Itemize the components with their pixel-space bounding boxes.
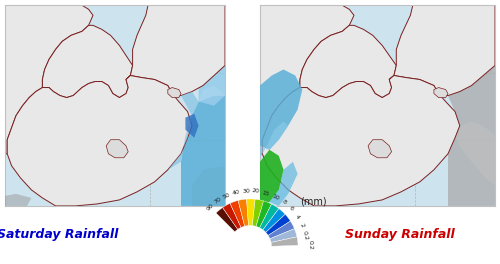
- Polygon shape: [260, 122, 288, 162]
- Text: 70: 70: [214, 197, 222, 205]
- Wedge shape: [252, 199, 264, 227]
- Wedge shape: [266, 214, 290, 235]
- Wedge shape: [260, 204, 279, 230]
- Wedge shape: [271, 237, 298, 246]
- Polygon shape: [42, 25, 132, 98]
- Wedge shape: [222, 203, 241, 229]
- Wedge shape: [263, 209, 285, 232]
- Wedge shape: [268, 221, 294, 239]
- Text: 4: 4: [294, 214, 300, 220]
- Polygon shape: [413, 5, 472, 35]
- Polygon shape: [106, 140, 128, 158]
- Wedge shape: [230, 200, 244, 228]
- Polygon shape: [270, 162, 297, 206]
- Polygon shape: [260, 69, 302, 150]
- Text: 2: 2: [298, 223, 305, 228]
- Polygon shape: [300, 25, 396, 98]
- Polygon shape: [168, 88, 181, 98]
- Text: Sunday Rainfall: Sunday Rainfall: [345, 228, 455, 242]
- Text: (mm): (mm): [300, 197, 326, 207]
- Polygon shape: [5, 5, 93, 154]
- Wedge shape: [270, 229, 297, 242]
- Polygon shape: [181, 96, 225, 206]
- Polygon shape: [260, 150, 283, 206]
- Wedge shape: [246, 199, 255, 226]
- Polygon shape: [260, 5, 354, 154]
- Wedge shape: [238, 199, 248, 226]
- Polygon shape: [192, 166, 225, 206]
- Polygon shape: [198, 86, 225, 106]
- Text: 6: 6: [288, 206, 294, 212]
- Polygon shape: [198, 55, 225, 102]
- Wedge shape: [256, 201, 272, 228]
- Text: 10: 10: [270, 193, 280, 201]
- Polygon shape: [168, 92, 198, 170]
- Text: 15: 15: [262, 190, 270, 197]
- Polygon shape: [5, 194, 32, 206]
- Polygon shape: [262, 76, 460, 206]
- Polygon shape: [413, 5, 495, 92]
- Polygon shape: [455, 122, 495, 186]
- Text: 30: 30: [242, 188, 250, 194]
- Polygon shape: [7, 76, 192, 206]
- Text: 40: 40: [232, 189, 240, 196]
- Polygon shape: [368, 140, 392, 158]
- Polygon shape: [448, 65, 495, 206]
- Text: 20: 20: [252, 188, 260, 194]
- Polygon shape: [186, 114, 198, 138]
- Wedge shape: [216, 208, 238, 232]
- Polygon shape: [434, 88, 448, 98]
- Text: 8: 8: [280, 199, 286, 205]
- Text: 0.2: 0.2: [308, 240, 313, 250]
- Text: 90: 90: [206, 203, 215, 212]
- Text: Saturday Rainfall: Saturday Rainfall: [0, 228, 118, 242]
- Text: 0.2: 0.2: [301, 230, 308, 241]
- Polygon shape: [389, 5, 495, 96]
- Text: 50: 50: [222, 192, 232, 200]
- Polygon shape: [126, 5, 225, 96]
